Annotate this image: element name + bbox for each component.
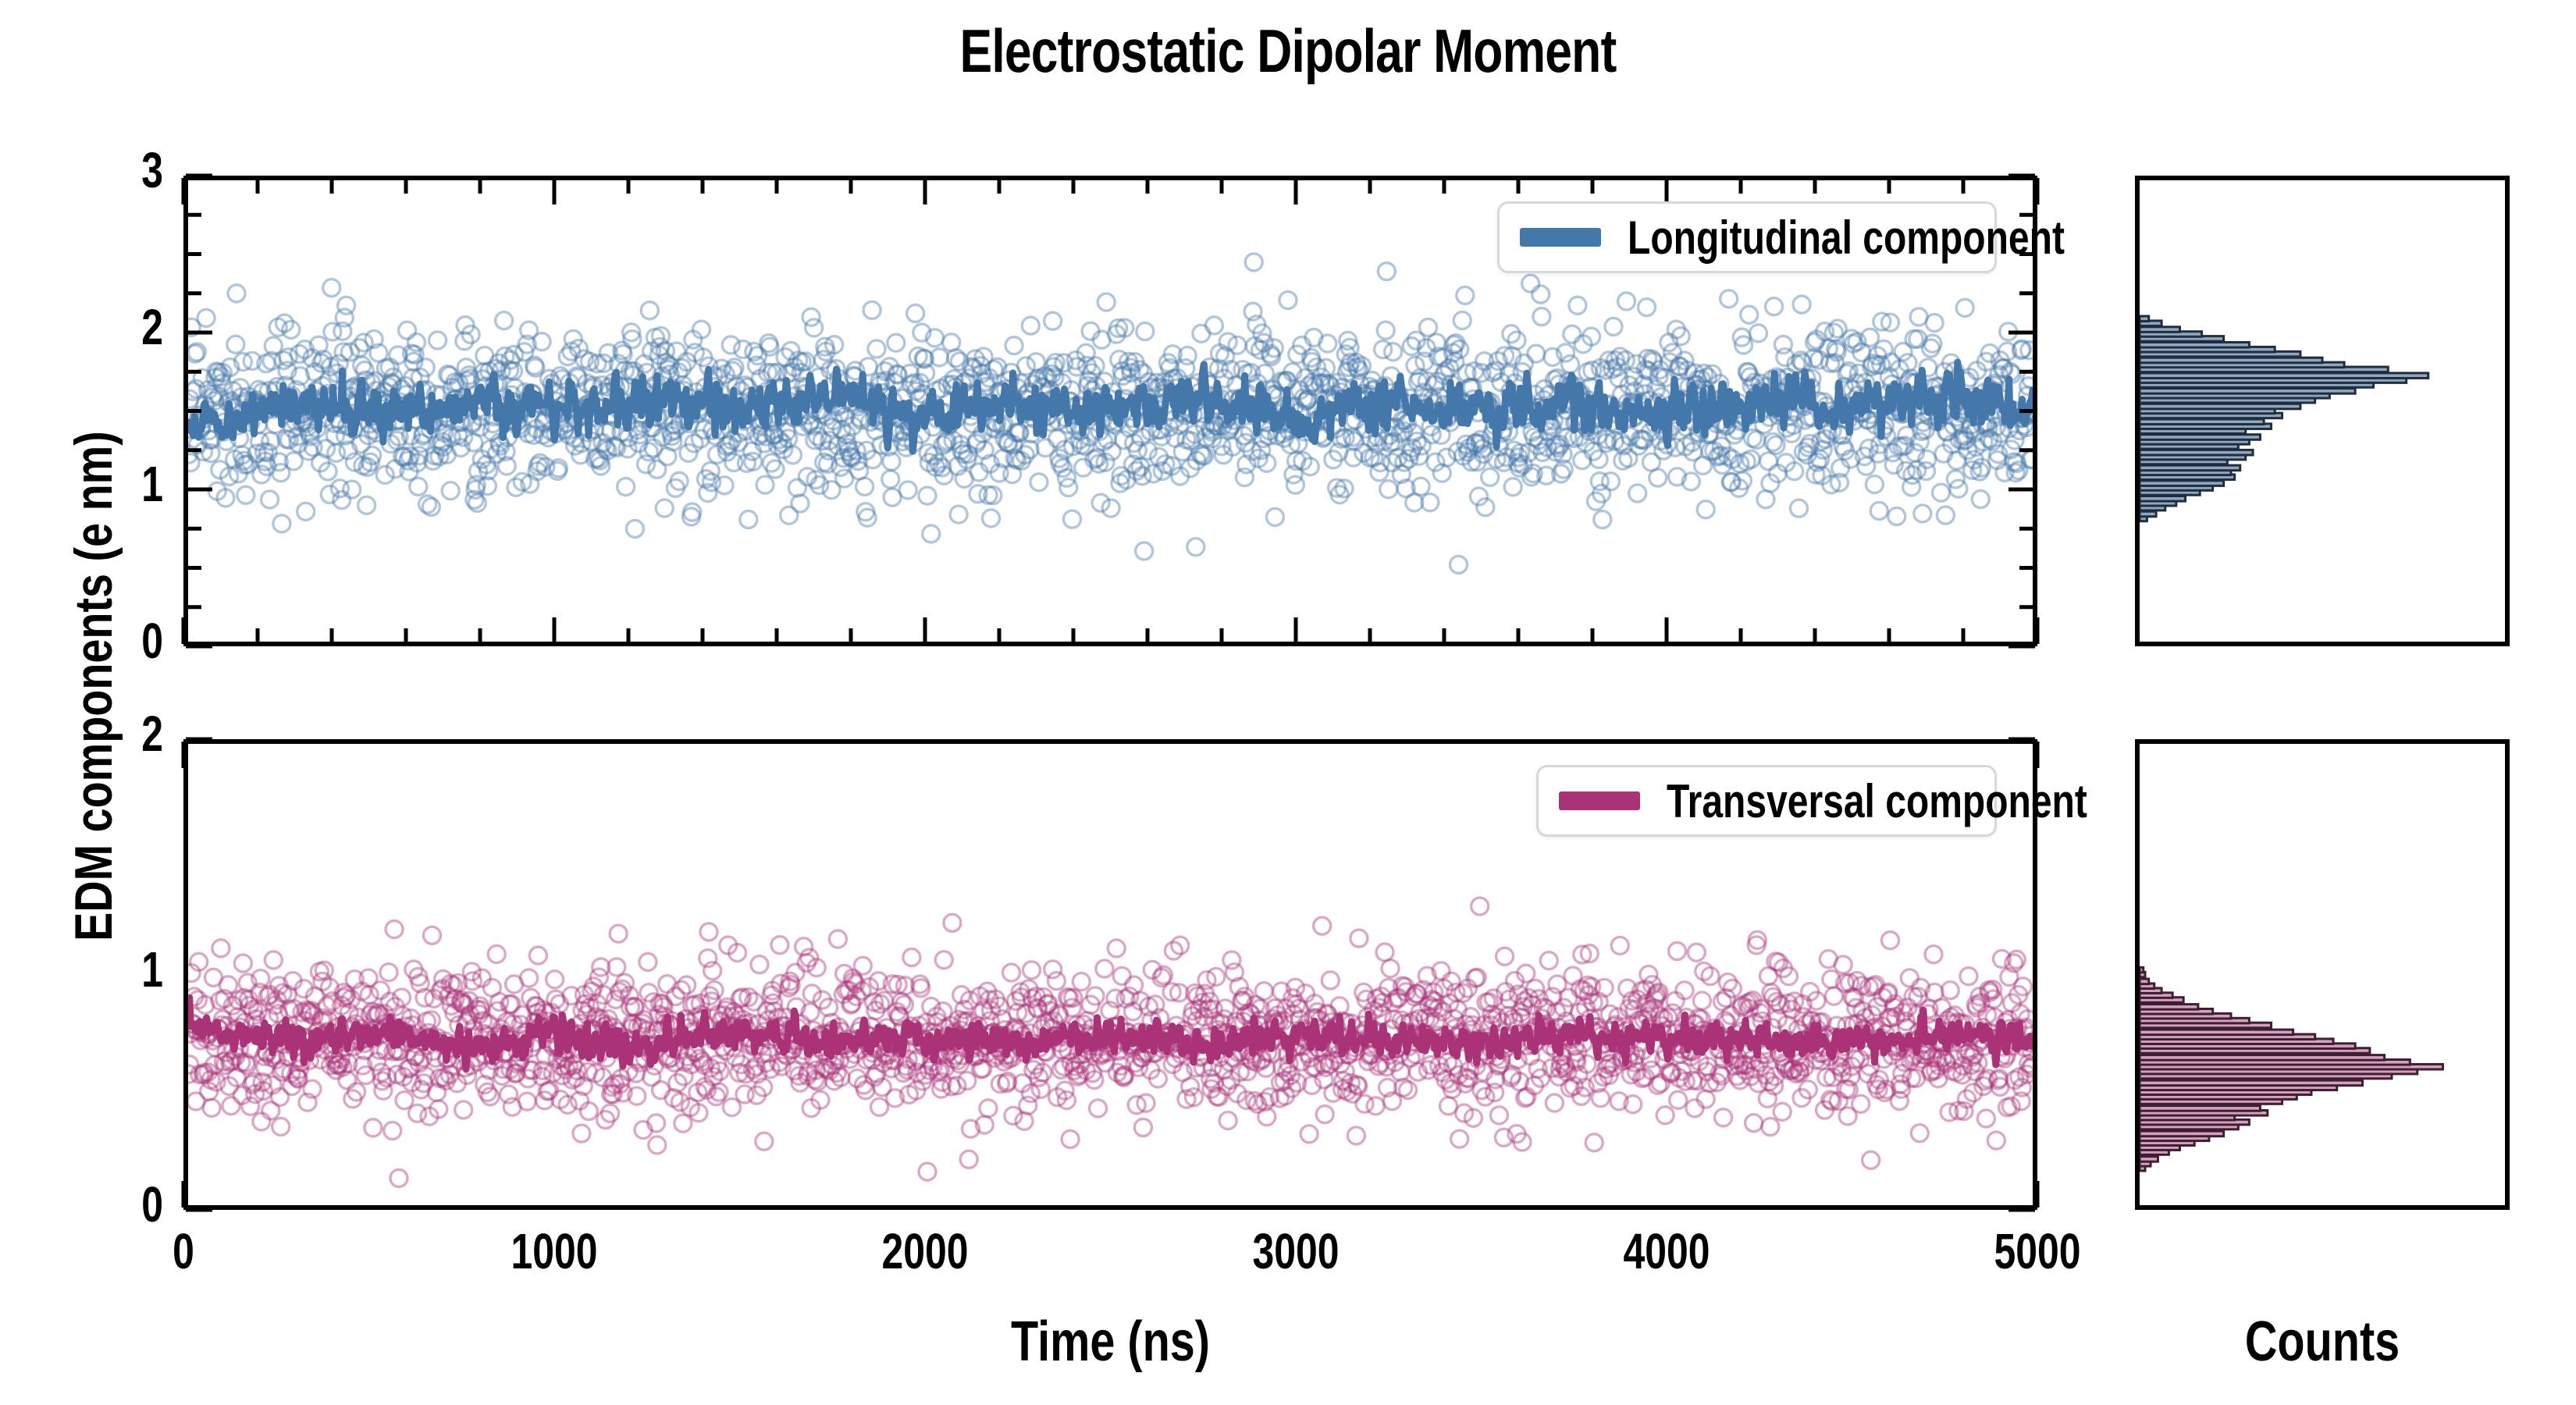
legend-label-transversal: Transversal component [1667,774,2087,827]
chart-title: Electrostatic Dipolar Moment [959,16,1617,85]
y-tick-label: 0 [141,1176,163,1232]
y-tick-label: 2 [141,706,163,762]
y-tick-label: 1 [141,941,163,998]
x-tick-label: 4000 [1623,1223,1710,1279]
x-tick-label: 3000 [1252,1223,1340,1279]
legend-swatch-longitudinal [1520,228,1601,247]
y-tick-label: 3 [141,142,163,198]
legend-transversal[interactable]: Transversal component [1536,765,2087,837]
y-tick-label: 1 [141,456,163,512]
x-tick-label: 2000 [881,1223,969,1279]
x-axis-label: Time (ns) [1011,1311,1210,1373]
legend-label-longitudinal: Longitudinal component [1628,211,2065,264]
x-tick-label: 1000 [511,1223,598,1279]
counts-axis-label: Counts [2244,1311,2400,1373]
legend-swatch-transversal [1559,791,1640,810]
transversal-plot-panel [183,739,2037,1210]
legend-longitudinal[interactable]: Longitudinal component [1497,201,2065,273]
x-tick-label: 5000 [1994,1223,2081,1279]
transversal-histogram-panel [2135,739,2510,1210]
y-tick-label: 2 [141,299,163,355]
x-tick-label: 0 [173,1223,194,1279]
longitudinal-histogram-panel [2135,176,2510,646]
y-tick-label: 0 [141,613,163,669]
